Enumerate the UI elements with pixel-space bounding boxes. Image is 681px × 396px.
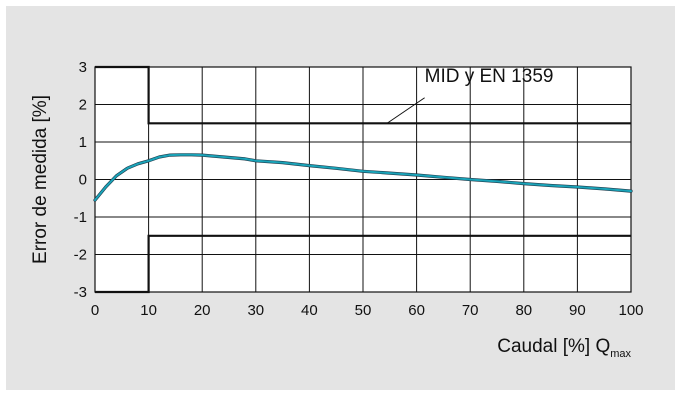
y-tick-label--3: -3 xyxy=(74,284,87,301)
x-axis-title: Caudal [%] Qmax xyxy=(497,336,631,360)
x-tick-label-60: 60 xyxy=(408,302,425,319)
x-tick-label-70: 70 xyxy=(462,302,479,319)
y-axis-title: Error de medida [%] xyxy=(30,95,51,264)
x-tick-label-20: 20 xyxy=(194,302,211,319)
x-tick-label-90: 90 xyxy=(569,302,586,319)
y-tick-label-1: 1 xyxy=(79,134,87,151)
x-tick-label-40: 40 xyxy=(301,302,318,319)
error-curve-group xyxy=(93,153,633,202)
lower-limit-line xyxy=(95,234,631,294)
y-tick-label-2: 2 xyxy=(79,97,87,114)
x-tick-label-0: 0 xyxy=(91,302,99,319)
limit-lines xyxy=(95,65,631,294)
grid-lines xyxy=(94,66,632,293)
x-axis-title-main: Caudal [%] Q xyxy=(497,336,610,357)
x-tick-label-80: 80 xyxy=(515,302,532,319)
y-tick-label-0: 0 xyxy=(79,172,87,189)
annotation-label: MID y EN 1359 xyxy=(425,66,554,87)
upper-limit-line xyxy=(95,65,631,125)
x-tick-label-10: 10 xyxy=(140,302,157,319)
x-tick-labels: 0 10 20 30 40 50 60 70 80 90 100 xyxy=(91,302,644,319)
y-tick-label--1: -1 xyxy=(74,209,87,226)
error-curve-line xyxy=(94,153,632,202)
x-tick-label-50: 50 xyxy=(355,302,372,319)
annotation-leader-line xyxy=(386,97,425,124)
y-tick-label--2: -2 xyxy=(74,247,87,264)
x-tick-label-100: 100 xyxy=(618,302,643,319)
x-tick-label-30: 30 xyxy=(247,302,264,319)
x-axis-title-subscript: max xyxy=(610,348,631,360)
y-tick-labels: 3 2 1 0 -1 -2 -3 xyxy=(74,59,87,301)
y-tick-label-3: 3 xyxy=(79,59,87,76)
chart-panel: 0 10 20 30 40 50 60 70 80 90 100 3 2 1 0 -1 -2 -3 MID y … xyxy=(6,6,675,390)
plot-frame xyxy=(94,66,632,293)
